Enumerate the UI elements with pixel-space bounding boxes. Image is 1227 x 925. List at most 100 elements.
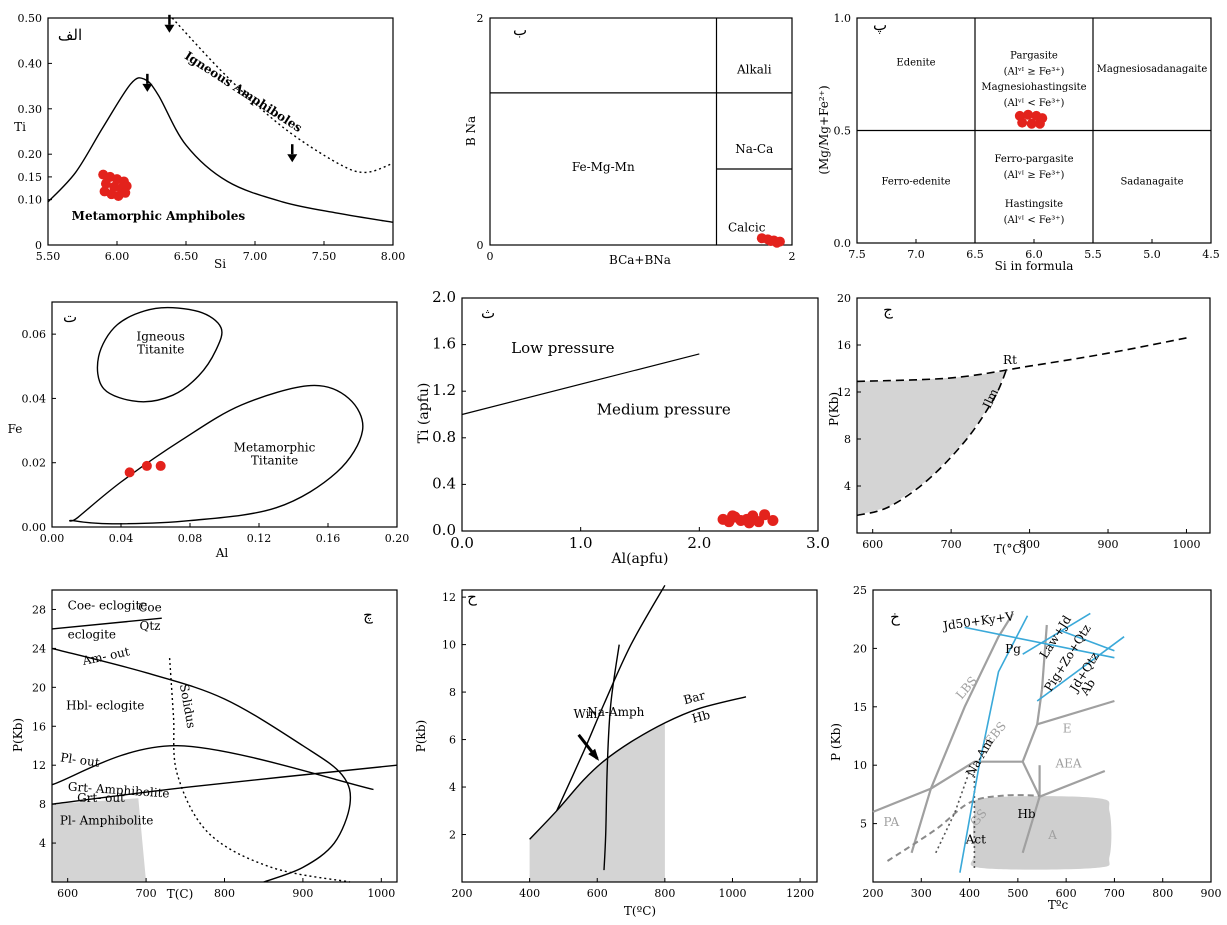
field-label: (Alᵛᴵ ≥ Fe³⁺): [1004, 66, 1065, 77]
y-axis-label: P(Kb): [11, 718, 25, 752]
field-label: Pl- out: [59, 750, 100, 769]
x-tick-label: 800: [214, 887, 235, 900]
y-axis-label: Ti (apfu): [416, 383, 432, 444]
boundary-curve: [51, 617, 162, 630]
y-tick-label: 0.5: [834, 125, 852, 138]
field-label: Solidus: [177, 683, 199, 729]
field-label: E: [1063, 721, 1072, 735]
field-label: Act: [965, 832, 986, 846]
x-tick-label: 7.5: [848, 248, 866, 261]
field-label: Na-Am: [963, 735, 996, 779]
y-tick-label: 1.0: [834, 12, 852, 25]
y-axis-label: P(Kb): [827, 392, 841, 426]
field-label: Coe: [138, 600, 162, 614]
data-point: [767, 515, 779, 527]
data-point: [113, 190, 124, 201]
x-tick-label: 0.0: [450, 534, 474, 552]
field-label: Ferro-pargasite: [994, 154, 1073, 165]
reaction-line: [1061, 630, 1115, 652]
down-arrow-head: [287, 154, 298, 163]
x-tick-label: 500: [1007, 887, 1028, 900]
field-label: LBS: [953, 674, 980, 702]
x-tick-label: 800: [654, 887, 675, 900]
x-tick-label: 7.00: [243, 250, 268, 263]
field-label: Ilm: [980, 386, 1001, 411]
x-tick-label: 900: [292, 887, 313, 900]
panel-letter: چ: [363, 606, 373, 624]
x-tick-label: 5.5: [1084, 248, 1102, 261]
x-axis-label: T(C): [167, 887, 194, 901]
field-boundary: [461, 353, 700, 416]
boundary-curve: [51, 647, 352, 883]
y-tick-label: 0: [477, 239, 484, 252]
x-tick-label: 400: [959, 887, 980, 900]
field-label: (Alᵛᴵ < Fe³⁺): [1004, 98, 1065, 109]
field-label: Alkali: [736, 63, 772, 77]
y-tick-label: 15: [853, 701, 867, 714]
x-axis-label: Al: [215, 546, 229, 560]
x-tick-label: 900: [1098, 538, 1119, 551]
facies-boundary: [935, 770, 971, 854]
x-tick-label: 700: [136, 887, 157, 900]
field-label: Na-Amph: [587, 705, 644, 719]
y-tick-label: 0.50: [18, 12, 43, 25]
data-point: [741, 513, 753, 525]
x-tick-label: 5.0: [1143, 248, 1161, 261]
x-tick-label: 600: [1056, 887, 1077, 900]
field-label: AEA: [1055, 757, 1082, 771]
field-label: Rt: [1003, 353, 1017, 367]
boundary-curve: [168, 658, 351, 883]
data-point: [98, 169, 109, 180]
x-tick-label: 200: [863, 887, 884, 900]
arrow: [577, 733, 599, 760]
y-tick-label: 10: [442, 639, 456, 652]
plot-frame: [47, 17, 394, 246]
y-tick-label: 0.02: [22, 457, 47, 470]
field-label: Grt- Amphibolite: [67, 780, 170, 801]
x-tick-label: 6.50: [174, 250, 199, 263]
y-tick-label: 16: [837, 339, 851, 352]
y-tick-label: 0.4: [432, 474, 456, 492]
data-point: [112, 174, 122, 185]
data-point: [771, 237, 782, 248]
shaded-field: [529, 722, 665, 882]
x-tick-label: 2.0: [687, 534, 711, 552]
data-point: [99, 186, 110, 197]
field-label: Edenite: [896, 57, 935, 68]
field-label: Qtz: [140, 619, 161, 633]
field-label: Titanite: [137, 342, 184, 356]
panel-letter: پ: [873, 16, 887, 34]
x-tick-label: 1000: [1172, 538, 1200, 551]
y-tick-label: 20: [853, 642, 867, 655]
y-tick-label: 0.0: [834, 237, 852, 250]
panel-letter: ح: [467, 588, 477, 606]
field-label: Hb: [1017, 807, 1035, 821]
y-tick-label: 10: [853, 759, 867, 772]
x-tick-label: 400: [519, 887, 540, 900]
field-label: Medium pressure: [597, 401, 731, 419]
field-label: Law+Jd: [1037, 613, 1074, 661]
y-tick-label: 25: [853, 584, 867, 597]
field-label: Metamorphic Amphiboles: [72, 209, 246, 223]
field-label: Igneous Amphiboles: [182, 49, 305, 136]
plot-frame: [51, 589, 398, 883]
boundary-curve: [603, 644, 620, 871]
y-tick-label: 2: [477, 12, 484, 25]
x-tick-label: 800: [1019, 538, 1040, 551]
data-point: [116, 183, 127, 194]
reaction-line: [959, 615, 1029, 873]
y-tick-label: 8: [39, 798, 46, 811]
x-tick-label: 1000: [367, 887, 395, 900]
x-tick-label: 3.0: [806, 534, 830, 552]
data-point: [762, 234, 773, 245]
field-label: Hbl- eclogite: [66, 699, 144, 713]
data-point: [756, 233, 767, 244]
field-label: PA: [884, 815, 900, 829]
boundary-curve: [556, 584, 666, 812]
y-axis-label: Fe: [8, 422, 23, 436]
